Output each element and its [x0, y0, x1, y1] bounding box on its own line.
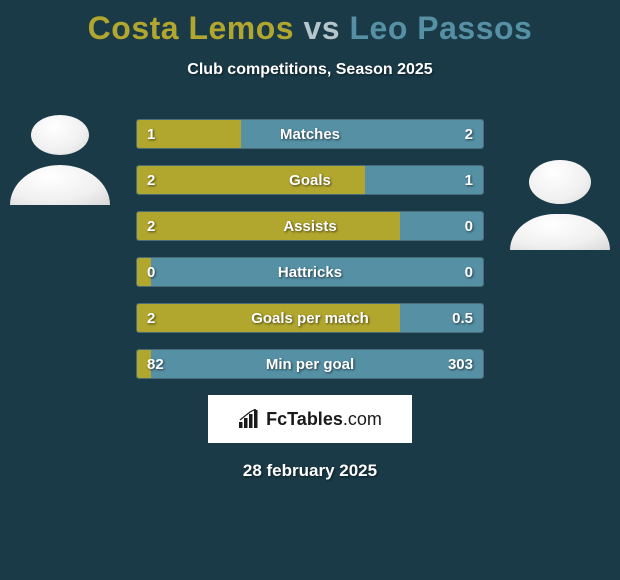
bar-label: Min per goal	[137, 350, 483, 379]
logo-main: FcTables	[266, 409, 343, 429]
avatar-head-icon	[529, 160, 591, 204]
bar-value-p2: 0	[465, 212, 473, 241]
bar-value-p2: 0.5	[452, 304, 473, 333]
bar-chart-icon	[238, 409, 262, 429]
bar-label: Goals per match	[137, 304, 483, 333]
bar-row: 2 Goals 1	[136, 165, 484, 195]
player2-avatar	[510, 160, 610, 260]
comparison-bars: 1 Matches 2 2 Goals 1 2 Assists 0 0 Hatt…	[136, 119, 484, 379]
logo-box: FcTables.com	[208, 395, 412, 443]
player2-name: Leo Passos	[349, 10, 532, 46]
page-title: Costa Lemos vs Leo Passos	[0, 0, 620, 47]
bar-label: Hattricks	[137, 258, 483, 287]
avatar-body-icon	[510, 214, 610, 250]
bar-label: Matches	[137, 120, 483, 149]
bar-row: 2 Assists 0	[136, 211, 484, 241]
logo-text: FcTables.com	[266, 409, 382, 430]
bar-row: 0 Hattricks 0	[136, 257, 484, 287]
player1-avatar	[10, 115, 110, 215]
bar-value-p2: 2	[465, 120, 473, 149]
bar-value-p2: 303	[448, 350, 473, 379]
bar-row: 2 Goals per match 0.5	[136, 303, 484, 333]
bar-row: 82 Min per goal 303	[136, 349, 484, 379]
bar-row: 1 Matches 2	[136, 119, 484, 149]
bar-label: Goals	[137, 166, 483, 195]
avatar-body-icon	[10, 165, 110, 205]
subtitle: Club competitions, Season 2025	[0, 61, 620, 79]
vs-text: vs	[303, 10, 340, 46]
bar-value-p2: 0	[465, 258, 473, 287]
avatar-head-icon	[31, 115, 89, 155]
bar-label: Assists	[137, 212, 483, 241]
player1-name: Costa Lemos	[88, 10, 294, 46]
date-text: 28 february 2025	[0, 461, 620, 481]
logo-domain: .com	[343, 409, 382, 429]
bar-value-p2: 1	[465, 166, 473, 195]
